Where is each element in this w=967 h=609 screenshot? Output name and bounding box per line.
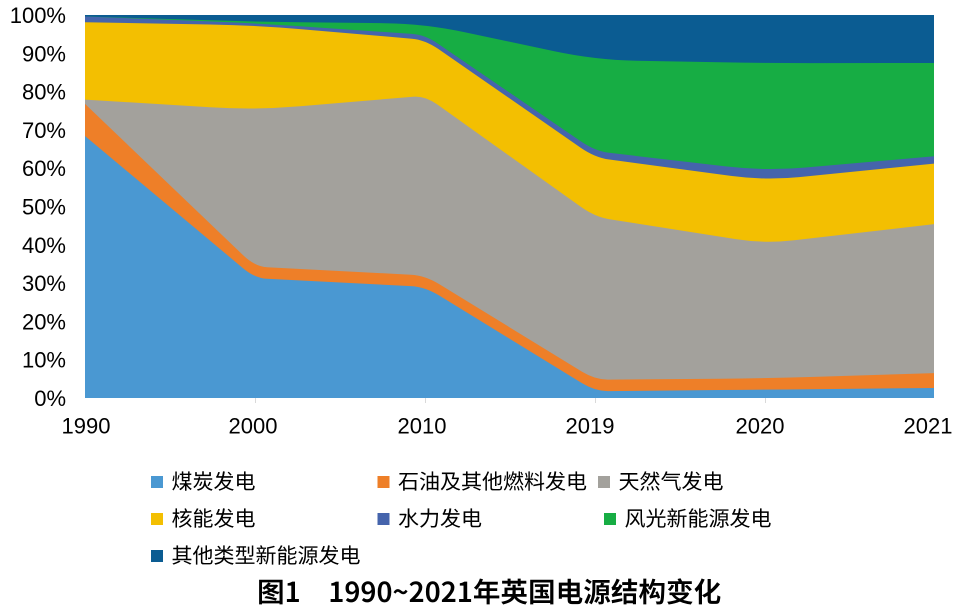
svg-text:80%: 80% (22, 80, 66, 105)
svg-text:10%: 10% (22, 348, 66, 373)
svg-text:60%: 60% (22, 156, 66, 181)
svg-text:0%: 0% (34, 386, 66, 411)
svg-text:2020: 2020 (736, 414, 785, 439)
svg-text:2010: 2010 (398, 414, 447, 439)
svg-text:100%: 100% (10, 3, 66, 28)
svg-text:2000: 2000 (229, 414, 278, 439)
svg-text:90%: 90% (22, 41, 66, 66)
svg-text:2019: 2019 (566, 414, 615, 439)
svg-text:20%: 20% (22, 309, 66, 334)
svg-text:1990: 1990 (62, 414, 111, 439)
svg-text:40%: 40% (22, 233, 66, 258)
svg-text:70%: 70% (22, 118, 66, 143)
svg-text:2021: 2021 (904, 414, 953, 439)
svg-text:30%: 30% (22, 271, 66, 296)
svg-text:50%: 50% (22, 195, 66, 220)
